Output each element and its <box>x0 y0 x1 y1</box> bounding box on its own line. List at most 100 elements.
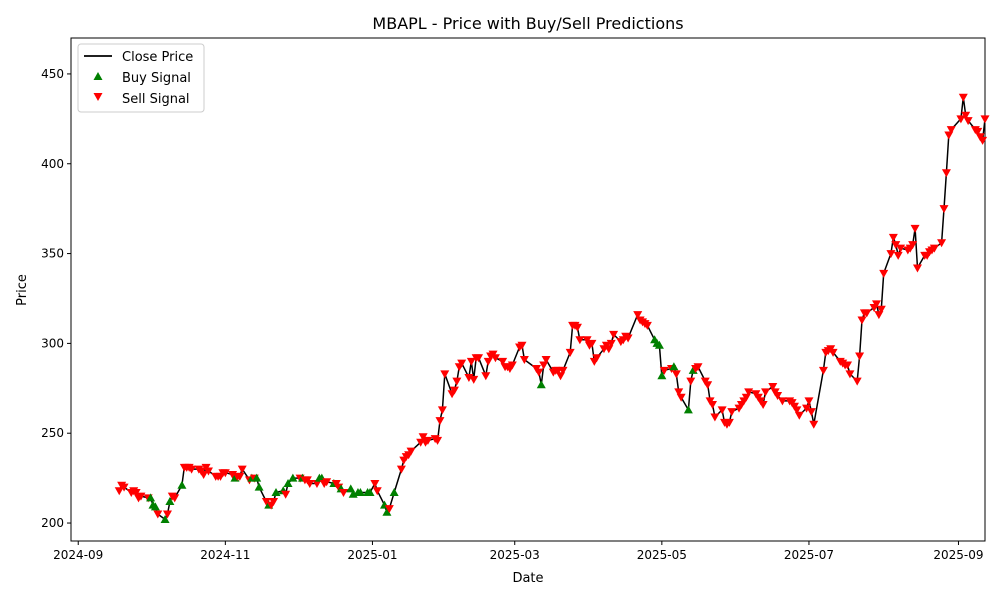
legend-entry-buy-signal: Buy Signal <box>122 71 191 86</box>
sell-signal-marker <box>843 361 853 370</box>
x-tick-label: 2025-03 <box>490 548 540 562</box>
x-axis: 2024-09 2024-11 2025-01 2025-03 2025-05 2025-… <box>53 541 984 562</box>
sell-signal-marker <box>773 391 783 400</box>
sell-signal-marker <box>466 357 476 366</box>
sell-signal-marker <box>587 339 597 348</box>
sell-signal-marker <box>946 126 956 135</box>
sell-signal-marker <box>958 93 968 102</box>
sell-signal-marker <box>761 388 771 397</box>
sell-signal-marker <box>806 408 816 417</box>
sell-signal-marker <box>777 397 787 406</box>
buy-signal-marker <box>669 362 679 371</box>
sell-signal-marker <box>457 359 467 368</box>
sell-signal-marker <box>592 354 602 363</box>
x-tick-label: 2024-09 <box>53 548 103 562</box>
x-axis-label: Date <box>512 571 543 586</box>
legend-box <box>77 43 205 113</box>
sell-signal-marker <box>818 366 828 375</box>
sell-signal-marker <box>676 393 686 402</box>
sell-signal-marker <box>396 465 406 474</box>
sell-signal-marker <box>322 478 332 487</box>
sell-signal-marker <box>519 356 529 365</box>
buy-signal-marker <box>288 473 298 482</box>
legend-entry-sell-signal: Sell Signal <box>122 92 190 107</box>
sell-signal-marker <box>768 383 778 392</box>
sell-signal-marker <box>449 386 459 395</box>
buy-signal-marker <box>536 380 546 389</box>
sell-signal-marker <box>710 413 720 422</box>
sell-signal-marker <box>671 370 681 379</box>
buy-signal-marker <box>683 405 693 414</box>
sell-signal-marker <box>119 483 129 492</box>
sell-signal-marker <box>871 300 881 309</box>
sell-signal-marker <box>490 354 500 363</box>
sell-signal-marker <box>423 436 433 445</box>
sell-signal-marker <box>606 339 616 348</box>
sell-signal-marker <box>162 510 172 519</box>
sell-signal-marker <box>937 239 947 248</box>
sell-signal-marker <box>893 251 903 260</box>
sell-signal-marker <box>862 309 872 318</box>
sell-signal-marker <box>896 244 906 253</box>
sell-signal-marker <box>963 117 973 126</box>
sell-signal-marker <box>693 363 703 372</box>
sell-signal-marker <box>852 377 862 386</box>
sell-signal-marker <box>517 341 527 350</box>
y-tick-label: 200 <box>41 516 64 530</box>
sell-signal-marker <box>572 323 582 332</box>
sell-signal-marker <box>978 136 988 145</box>
sell-signal-marker <box>794 411 804 420</box>
sell-signal-marker <box>384 505 394 514</box>
sell-signal-marker <box>235 472 245 481</box>
plot-area: 2024-09 2024-11 2025-01 2025-03 2025-05 2025-… <box>41 37 990 562</box>
sell-signal-marker <box>804 397 814 406</box>
buy-signal-marker <box>165 496 175 505</box>
legend-buy-swatch <box>93 72 103 80</box>
sell-signal-marker <box>534 368 544 377</box>
buy-signal-marker <box>177 480 187 489</box>
sell-signal-marker <box>281 490 291 499</box>
chart-title: MBAPL - Price with Buy/Sell Predictions <box>372 14 683 33</box>
sell-signal-marker <box>633 311 643 320</box>
buy-signal-marker <box>365 487 375 496</box>
buy-signal-marker <box>271 487 281 496</box>
sell-signal-marker <box>372 487 382 496</box>
sell-signal-marker <box>758 400 768 409</box>
sell-signal-marker <box>845 370 855 379</box>
sell-signal-marker <box>792 406 802 415</box>
sell-signal-marker <box>642 321 652 330</box>
sell-signal-marker <box>973 127 983 136</box>
sell-signal-marker <box>956 115 966 124</box>
y-axis: 200 250 300 350 400 450 <box>41 67 71 530</box>
sell-signal-marker <box>659 366 669 375</box>
sell-signal-marker <box>961 111 971 120</box>
buy-signal-marker <box>146 493 156 502</box>
sell-signal-marker <box>199 471 209 480</box>
sell-signal-marker <box>474 354 484 363</box>
sell-signal-marker <box>802 404 812 413</box>
sell-signal-marker <box>674 388 684 397</box>
sell-signal-marker <box>703 381 713 390</box>
sell-signal-marker <box>855 352 865 361</box>
buy-signal-marker <box>389 487 399 496</box>
sell-signal-marker <box>727 408 737 417</box>
buy-signal-marker <box>654 340 664 349</box>
sell-signal-marker <box>686 377 696 386</box>
sell-signal-marker <box>203 467 213 476</box>
sell-signal-marker <box>469 375 479 384</box>
sell-signal-marker <box>406 447 416 456</box>
x-tick-label: 2024-11 <box>200 548 250 562</box>
sell-signal-marker <box>435 417 445 426</box>
sell-signal-marker <box>187 465 197 474</box>
sell-signal-marker <box>575 336 585 345</box>
sell-signal-marker <box>980 115 990 124</box>
sell-signal-marker <box>941 169 951 178</box>
sell-signal-marker <box>912 264 922 273</box>
buy-signal-marker <box>160 514 170 523</box>
y-tick-label: 250 <box>41 426 64 440</box>
sell-signal-marker <box>433 436 443 445</box>
sell-signal-marker <box>717 406 727 415</box>
sell-signal-marker <box>440 370 450 379</box>
sell-signal-marker <box>507 361 517 370</box>
